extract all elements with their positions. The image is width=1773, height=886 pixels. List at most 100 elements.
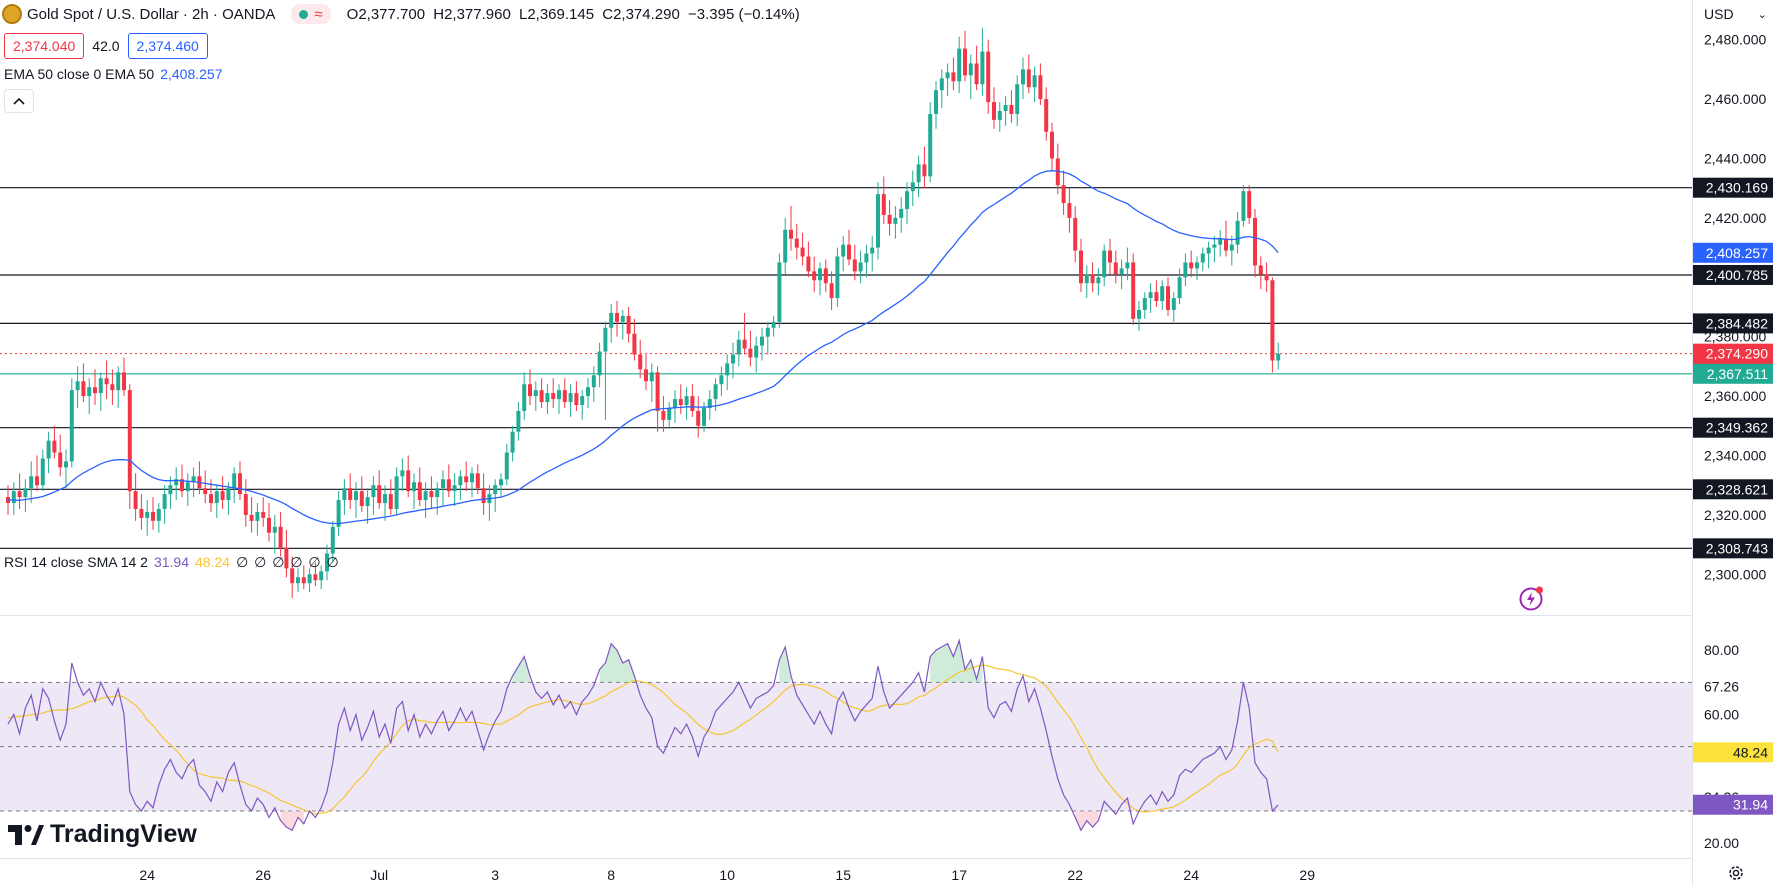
candle [754, 345, 759, 358]
symbol-legend[interactable]: Gold Spot / U.S. Dollar · 2h · OANDA ≈ O… [0, 0, 804, 28]
candle [29, 476, 34, 489]
level-price-tag[interactable] [1693, 264, 1773, 285]
rsi-legend-value: 31.94 [153, 554, 190, 570]
candle [1055, 158, 1060, 186]
candle [742, 339, 747, 349]
candle [481, 488, 486, 504]
candle [939, 78, 944, 91]
candle [52, 440, 57, 453]
candle [1084, 274, 1089, 284]
candle [707, 399, 712, 408]
candle [1206, 247, 1211, 254]
candle [1154, 292, 1159, 302]
level-price-tag[interactable] [1693, 313, 1773, 334]
candle [644, 369, 648, 382]
candle [46, 440, 51, 459]
candle [1044, 99, 1049, 132]
symbol-title: Gold Spot / U.S. Dollar · 2h · OANDA [27, 5, 276, 23]
time-tick-label: 3 [491, 867, 499, 883]
candle [203, 488, 208, 495]
candle [951, 72, 956, 82]
level-price-tag[interactable] [1693, 538, 1773, 559]
currency-selector[interactable]: USD ⌄ [1700, 2, 1773, 26]
ema-50-line [8, 170, 1279, 525]
candle [1224, 238, 1228, 251]
sell-price-button[interactable]: 2,374.040 [4, 33, 85, 59]
collapse-legend-button[interactable] [4, 89, 34, 113]
chevron-up-icon [13, 97, 25, 105]
candle [516, 410, 521, 432]
level-price-tag[interactable] [1693, 479, 1773, 500]
candle [858, 262, 863, 272]
candle [1160, 286, 1165, 302]
ema-legend-value: 2,408.257 [160, 66, 223, 82]
flash-alert-icon[interactable] [1518, 585, 1544, 611]
candle [1241, 191, 1246, 221]
level-price-tag-label: 2,384.482 [1706, 315, 1768, 331]
support-price-tag[interactable] [1693, 363, 1773, 384]
last-price-tag-label: 2,374.290 [1706, 346, 1768, 362]
gear-icon[interactable] [1727, 864, 1745, 882]
rsi-sma-tag[interactable] [1693, 742, 1773, 763]
candle [1119, 268, 1124, 275]
candle [945, 72, 950, 79]
high-label: H [433, 5, 445, 23]
candle [1102, 250, 1107, 278]
candle [429, 491, 434, 498]
rsi-sma-legend-value: 48.24 [195, 554, 231, 570]
buy-price-button[interactable]: 2,374.460 [127, 33, 208, 59]
candle [789, 229, 793, 239]
candle [104, 378, 109, 385]
candle [823, 268, 828, 284]
candle [1142, 298, 1147, 310]
candle [423, 491, 428, 501]
rsi-value-tag[interactable] [1693, 794, 1773, 815]
level-price-tag-label: 2,308.743 [1706, 540, 1768, 556]
candle [881, 194, 886, 215]
low-label: L [518, 5, 528, 23]
candle [533, 390, 538, 397]
level-price-tag[interactable] [1693, 417, 1773, 438]
candle [93, 387, 97, 394]
candle [388, 494, 393, 509]
tradingview-logo[interactable]: TradingView [8, 820, 197, 849]
candle [1026, 69, 1031, 88]
ema-legend[interactable]: EMA 50 close 0 EMA 50 2,408.257 [4, 66, 223, 82]
candle [261, 511, 266, 518]
candle [1171, 298, 1176, 310]
candle [441, 479, 445, 489]
candle [1212, 244, 1217, 248]
rsi-overbought-fill [779, 646, 791, 683]
rsi-oversold-fill [280, 811, 304, 831]
candle [35, 476, 39, 486]
candle [1189, 262, 1194, 269]
rsi-band [0, 682, 1692, 811]
candle [626, 315, 631, 334]
rsi-legend-label: RSI 14 close SMA 14 2 [4, 554, 148, 570]
candle [551, 393, 556, 400]
candle [377, 485, 382, 504]
rsi-tick-label: 20.00 [1704, 835, 1739, 851]
candle [1235, 220, 1240, 245]
rsi-legend[interactable]: RSI 14 close SMA 14 2 31.94 48.24 ∅ ∅ ∅ ∅ ∅… [4, 554, 340, 571]
candle [678, 399, 683, 406]
ema-legend-label: EMA 50 close 0 EMA 50 [4, 66, 155, 82]
price-tick-label: 2,460.000 [1704, 91, 1766, 107]
candle [818, 268, 822, 281]
level-price-tag[interactable] [1693, 177, 1773, 198]
market-status-pill[interactable]: ≈ [291, 4, 331, 24]
candle [725, 363, 730, 376]
candle [980, 51, 985, 85]
candle [528, 384, 532, 397]
open-value: 2,377.700 [358, 5, 426, 23]
candle [922, 164, 927, 177]
candle [864, 253, 869, 263]
candle [75, 381, 80, 391]
time-tick-label: Jul [370, 867, 388, 883]
tradingview-wordmark: TradingView [50, 820, 197, 848]
ema-price-tag[interactable] [1693, 242, 1773, 263]
candle [597, 351, 602, 376]
candle [1079, 250, 1083, 284]
candle [1050, 131, 1054, 159]
